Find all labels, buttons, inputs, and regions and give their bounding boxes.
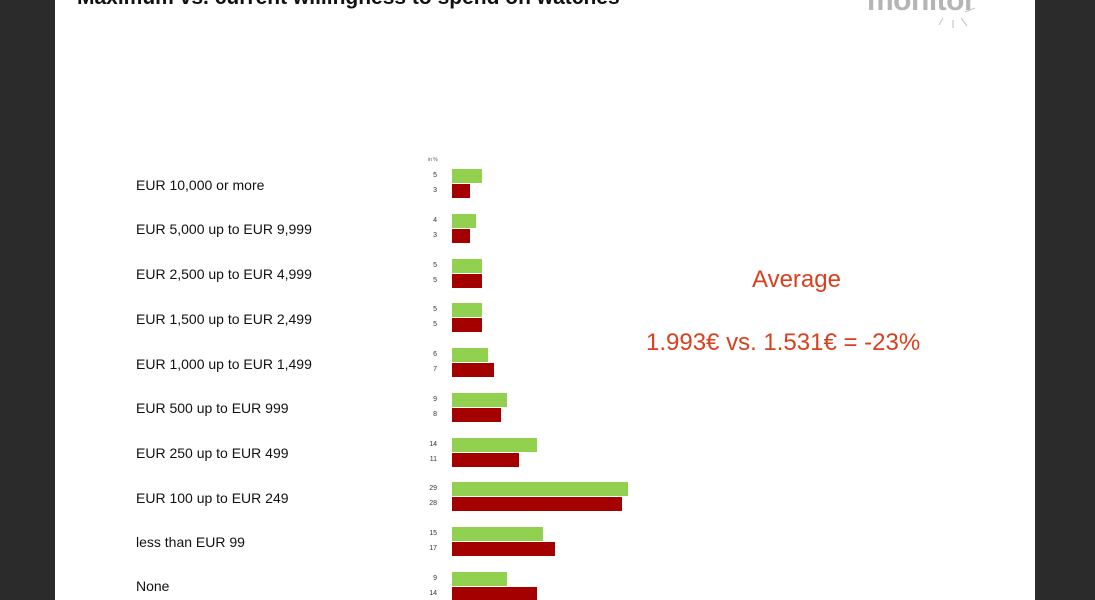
brand-logo: monitor [867, 0, 976, 17]
category-label: None [136, 578, 170, 594]
bar-current [452, 453, 519, 467]
category-label: EUR 1,000 up to EUR 1,499 [136, 356, 312, 372]
bar-maximum [452, 527, 544, 541]
category-label: EUR 10,000 or more [136, 177, 265, 193]
value-label: 5 [433, 306, 437, 313]
bar-current [452, 363, 495, 377]
category-label: EUR 100 up to EUR 249 [136, 490, 289, 506]
bar-maximum [452, 438, 537, 452]
logo-sun-rays-icon [938, 7, 976, 28]
value-label: 8 [433, 411, 437, 418]
value-label: 29 [429, 485, 437, 492]
category-label: EUR 1,500 up to EUR 2,499 [136, 311, 312, 327]
bar-maximum [452, 303, 483, 317]
value-label: 14 [429, 590, 437, 597]
bar-current [452, 229, 471, 243]
bar-current [452, 318, 483, 332]
value-label: 6 [433, 351, 437, 358]
value-label: 5 [433, 277, 437, 284]
value-label: 14 [429, 441, 437, 448]
value-label: 3 [433, 232, 437, 239]
category-label: less than EUR 99 [136, 534, 245, 550]
bar-maximum [452, 169, 483, 183]
value-label: 4 [433, 217, 437, 224]
value-label: 5 [433, 321, 437, 328]
value-label: 17 [429, 545, 437, 552]
value-label: 5 [433, 262, 437, 269]
unit-label: in % [428, 157, 438, 163]
value-label: 7 [433, 366, 437, 373]
bar-maximum [452, 572, 507, 586]
bar-current [452, 184, 471, 198]
bar-maximum [452, 348, 489, 362]
value-label: 5 [433, 172, 437, 179]
slide-title: Maximum vs. current willingness to spend… [77, 0, 620, 10]
average-comparison: 1.993€ vs. 1.531€ = -23% [646, 329, 921, 356]
bar-current [452, 274, 483, 288]
category-label: EUR 2,500 up to EUR 4,999 [136, 266, 312, 282]
value-label: 15 [429, 530, 437, 537]
average-heading: Average [752, 266, 841, 293]
category-label: EUR 5,000 up to EUR 9,999 [136, 221, 312, 237]
value-label: 3 [433, 187, 437, 194]
value-label: 11 [429, 456, 437, 463]
bar-maximum [452, 259, 483, 273]
value-label: 28 [429, 500, 437, 507]
value-label: 9 [433, 396, 437, 403]
bar-maximum [452, 214, 477, 228]
bar-current [452, 408, 501, 422]
category-label: EUR 250 up to EUR 499 [136, 445, 289, 461]
value-label: 9 [433, 575, 437, 582]
bar-current [452, 542, 556, 556]
bar-current [452, 587, 537, 600]
bar-current [452, 497, 622, 511]
bar-maximum [452, 482, 629, 496]
category-label: EUR 500 up to EUR 999 [136, 400, 289, 416]
slide: Maximum vs. current willingness to spend… [55, 0, 1035, 600]
bar-maximum [452, 393, 507, 407]
